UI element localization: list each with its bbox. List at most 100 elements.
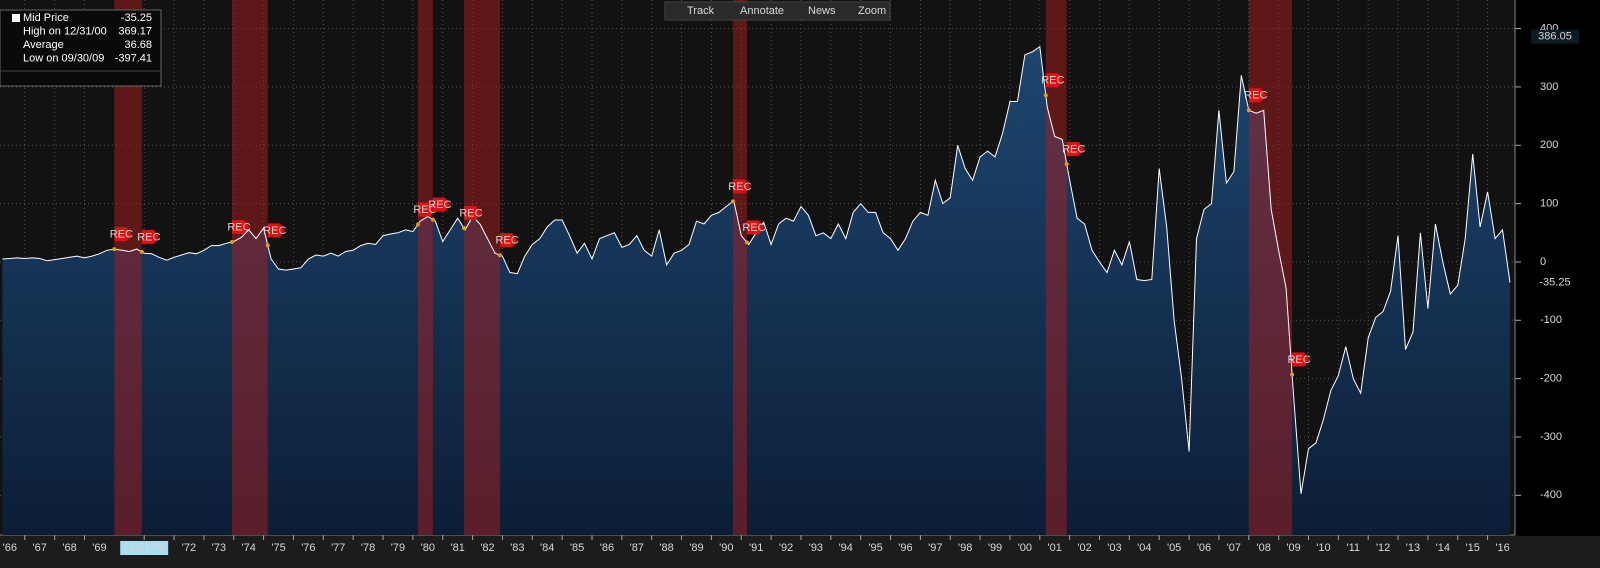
- x-tick-label: '72: [182, 542, 196, 554]
- rec-flag: REC: [1041, 73, 1064, 88]
- x-tick-label: '81: [450, 542, 464, 554]
- recession-point: [1290, 372, 1295, 377]
- x-tick-label: '73: [212, 542, 226, 554]
- x-tick-label: '74: [242, 542, 256, 554]
- rec-flag-shape: [432, 197, 450, 212]
- legend-label: Mid Price: [23, 12, 69, 24]
- x-tick-label: '07: [1227, 542, 1241, 554]
- recession-point: [229, 239, 234, 244]
- recession-point: [112, 247, 117, 252]
- rec-flag: REC: [459, 206, 483, 221]
- x-tick-label: '95: [868, 542, 882, 554]
- recession-band: [463, 0, 501, 535]
- y-tick-label: -200: [1540, 373, 1562, 385]
- recession-point: [498, 253, 503, 258]
- recession-band: [231, 0, 268, 535]
- x-tick-label: '11: [1347, 542, 1361, 554]
- rec-flag-shape: [1045, 73, 1063, 88]
- recession-band: [114, 0, 142, 535]
- x-tick-label: '10: [1316, 542, 1330, 554]
- legend-value: -397.41: [115, 52, 152, 64]
- toolbar-button[interactable]: Annotate: [740, 5, 784, 17]
- rec-flag: REC: [110, 227, 133, 242]
- rec-flag-shape: [231, 219, 249, 234]
- x-tick-label: '86: [600, 542, 614, 554]
- rec-flag-label: REC: [110, 229, 133, 241]
- recession-point: [430, 217, 435, 222]
- x-tick-label: '08: [1257, 542, 1271, 554]
- rec-flag-shape: [1066, 141, 1084, 156]
- legend-label: Average: [23, 39, 64, 51]
- rec-flag-label: REC: [459, 207, 482, 219]
- x-tick-label: '15: [1466, 542, 1480, 554]
- x-tick-label: '99: [988, 542, 1002, 554]
- x-tick-label: '83: [510, 542, 524, 554]
- x-tick-label: '87: [630, 542, 644, 554]
- rec-flag-shape: [114, 227, 132, 242]
- x-tick-label: '12: [1376, 542, 1390, 554]
- toolbar-button[interactable]: Track: [687, 5, 715, 17]
- rec-flag: REC: [1062, 141, 1085, 156]
- axis-marker-label: 386.05: [1538, 31, 1572, 43]
- rec-flag-shape: [500, 233, 518, 248]
- x-tick-label: '69: [92, 542, 106, 554]
- x-tick-label: '05: [1167, 542, 1181, 554]
- recession-band: [1045, 0, 1067, 535]
- legend-label: Low on 09/30/09: [23, 52, 104, 64]
- x-tick-label: '76: [301, 542, 315, 554]
- x-tick-label: '04: [1137, 542, 1151, 554]
- rec-flag: REC: [1244, 88, 1267, 103]
- recession-point: [139, 249, 144, 254]
- x-tick-label: '68: [62, 542, 76, 554]
- x-tick-label: '78: [361, 542, 375, 554]
- toolbar-button[interactable]: News: [808, 5, 836, 17]
- x-tick-label: '97: [928, 542, 942, 554]
- x-tick-label: '90: [719, 542, 733, 554]
- x-tick-label: '67: [33, 542, 47, 554]
- toolbar-button[interactable]: Zoom: [858, 5, 886, 17]
- rec-flag-shape: [732, 179, 750, 194]
- rec-flag-shape: [417, 202, 435, 217]
- rec-flag-label: REC: [1287, 354, 1310, 366]
- x-tick-label: '93: [809, 542, 823, 554]
- legend-value: 36.68: [124, 39, 152, 51]
- x-tick-label: '16: [1495, 542, 1509, 554]
- rec-flag-label: REC: [413, 204, 436, 216]
- rec-flag-label: REC: [227, 221, 250, 233]
- rec-flag: REC: [263, 223, 286, 238]
- axis-marker-box: [1531, 275, 1579, 290]
- x-tick-label: '94: [839, 542, 853, 554]
- x-tick-label: '00: [1018, 542, 1032, 554]
- x-tick-label: '85: [570, 542, 584, 554]
- rec-flag-label: REC: [495, 235, 518, 247]
- y-tick-label: 0: [1540, 256, 1546, 268]
- cursor-label: 12/31/70: [123, 542, 166, 554]
- x-tick-label: '96: [898, 542, 912, 554]
- rec-flag-label: REC: [728, 181, 751, 193]
- rec-flag: REC: [227, 219, 251, 234]
- rec-flag-shape: [746, 220, 764, 235]
- rec-flag: REC: [1287, 352, 1311, 367]
- recession-band: [417, 0, 433, 535]
- x-tick-label: '91: [749, 542, 763, 554]
- rec-flag-shape: [463, 206, 481, 221]
- y-tick-label: 300: [1540, 81, 1558, 93]
- toolbar-bg: [664, 1, 891, 21]
- x-tick-label: '98: [958, 542, 972, 554]
- x-tick-label: '66: [3, 542, 17, 554]
- rec-flag-shape: [141, 229, 159, 244]
- recession-point: [1043, 93, 1048, 98]
- rec-flag-label: REC: [1062, 143, 1085, 155]
- y-tick-label: -300: [1540, 431, 1562, 443]
- recession-point: [265, 243, 270, 248]
- rec-flag-label: REC: [1244, 90, 1267, 102]
- x-tick-label: '03: [1107, 542, 1121, 554]
- legend: Mid Price -35.25 High on 12/31/00 369.17 Ave…: [0, 9, 162, 87]
- rec-flag: REC: [495, 233, 519, 248]
- rec-flag: REC: [137, 229, 160, 244]
- recession-point: [730, 199, 735, 204]
- rec-flag-label: REC: [263, 225, 286, 237]
- x-tick-label: '82: [480, 542, 494, 554]
- rec-flag-shape: [1292, 352, 1310, 367]
